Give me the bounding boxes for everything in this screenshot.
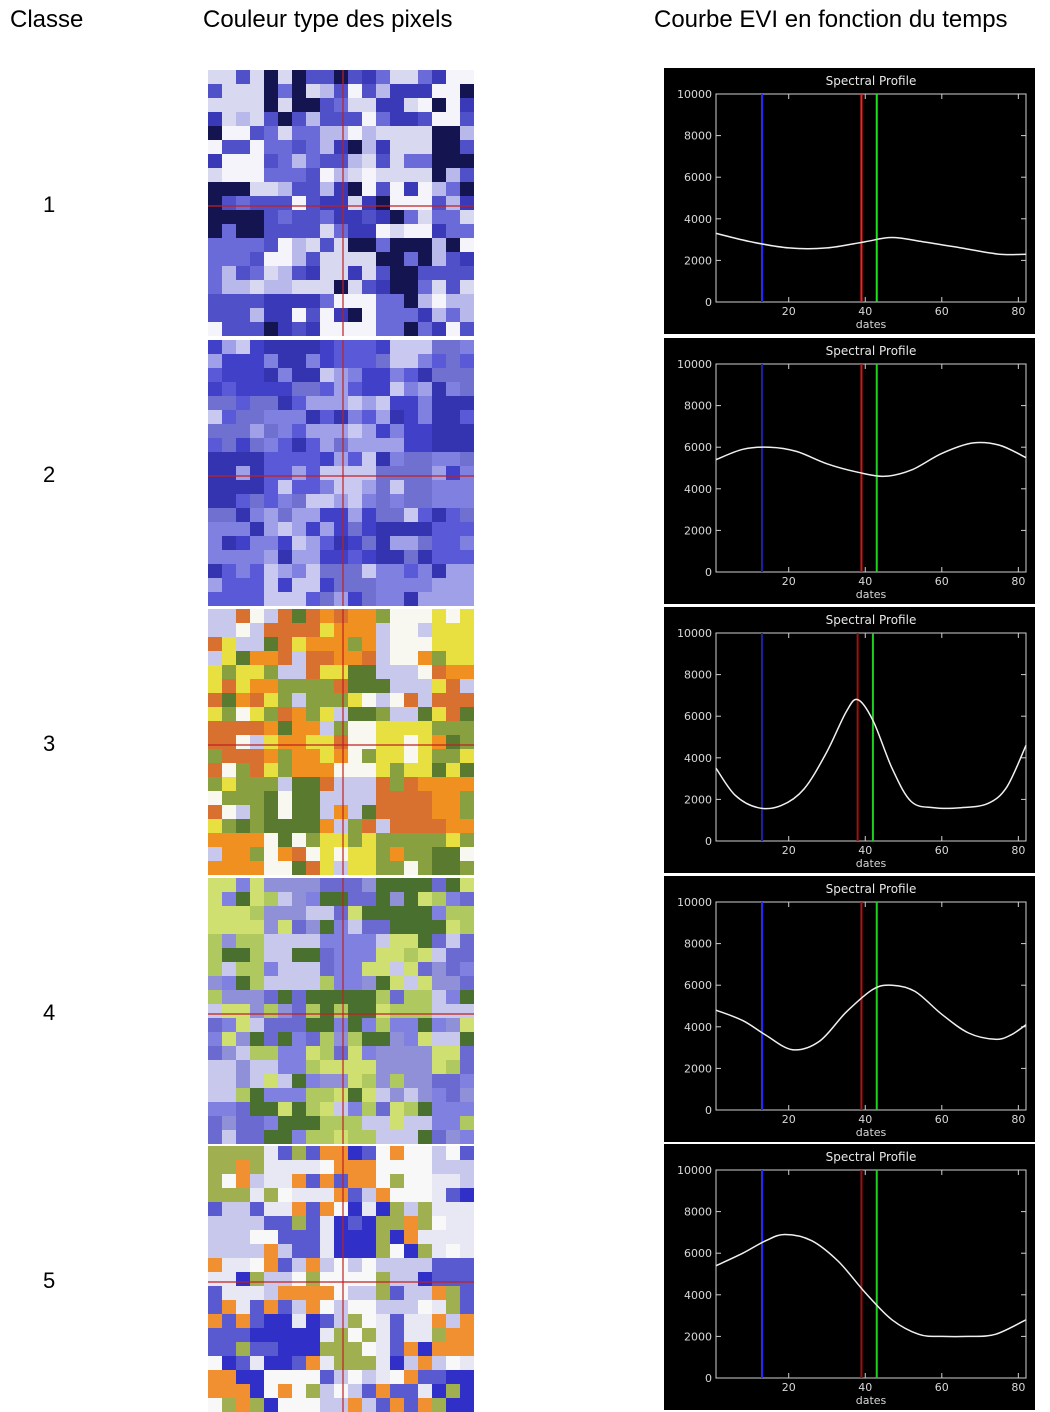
y-tick-label: 10000 [677,1164,712,1177]
chart-title: Spectral Profile [826,1150,917,1164]
x-tick-label: 60 [935,305,949,318]
pixel-color-sample [208,878,474,1144]
y-tick-label: 2000 [684,793,712,806]
chart-title: Spectral Profile [826,344,917,358]
y-tick-label: 8000 [684,1206,712,1219]
pixel-mosaic [208,878,474,1144]
plot-frame [715,93,1027,303]
y-tick-label: 2000 [684,254,712,267]
pixel-color-sample [208,609,474,875]
y-tick-label: 10000 [677,627,712,640]
header-couleur: Couleur type des pixels [203,6,453,33]
y-tick-label: 2000 [684,1330,712,1343]
y-tick-label: 4000 [684,752,712,765]
y-tick-label: 0 [705,296,712,309]
y-tick-label: 8000 [684,938,712,951]
y-tick-label: 8000 [684,669,712,682]
chart-svg: Spectral Profile 0 2000 4000 6000 8000 10000 20… [677,613,1027,870]
x-tick-label: 20 [782,1113,796,1126]
class-label: 2 [43,462,56,487]
evi-chart: Spectral Profile 0 2000 4000 6000 8000 10000 20… [664,607,1035,873]
y-tick-label: 4000 [684,1289,712,1302]
y-tick-label: 0 [705,1104,712,1117]
x-tick-label: 80 [1011,575,1025,588]
evi-chart: Spectral Profile 0 2000 4000 6000 8000 10000 20… [664,68,1035,334]
chart-svg: Spectral Profile 0 2000 4000 6000 8000 10000 20… [677,344,1027,601]
chart-svg: Spectral Profile 0 2000 4000 6000 8000 10000 20… [677,882,1027,1139]
y-tick-label: 6000 [684,441,712,454]
x-axis-label: dates [856,1394,887,1407]
x-tick-label: 40 [858,844,872,857]
evi-chart: Spectral Profile 0 2000 4000 6000 8000 10000 20… [664,1144,1035,1410]
x-tick-label: 20 [782,1381,796,1394]
class-label: 4 [43,1000,56,1025]
plot-frame [715,363,1027,573]
y-tick-label: 2000 [684,1062,712,1075]
chart-svg: Spectral Profile 0 2000 4000 6000 8000 10000 20… [677,74,1027,331]
x-tick-label: 40 [858,1381,872,1394]
evi-chart: Spectral Profile 0 2000 4000 6000 8000 10000 20… [664,876,1035,1142]
pixel-mosaic [208,1146,474,1412]
x-tick-label: 40 [858,305,872,318]
x-tick-label: 20 [782,844,796,857]
x-tick-label: 20 [782,575,796,588]
plot-frame [715,1169,1027,1379]
x-tick-label: 20 [782,305,796,318]
x-tick-label: 80 [1011,305,1025,318]
y-tick-label: 4000 [684,213,712,226]
y-tick-label: 10000 [677,896,712,909]
x-axis-label: dates [856,1126,887,1139]
y-tick-label: 2000 [684,524,712,537]
header-courbe: Courbe EVI en fonction du temps [654,6,1008,33]
x-tick-label: 60 [935,844,949,857]
pixel-color-sample [208,70,474,336]
y-tick-label: 4000 [684,1021,712,1034]
y-tick-label: 6000 [684,710,712,723]
x-axis-label: dates [856,857,887,870]
x-axis-label: dates [856,318,887,331]
x-tick-label: 80 [1011,844,1025,857]
x-tick-label: 40 [858,1113,872,1126]
header-classe: Classe [10,6,84,33]
x-axis-label: dates [856,588,887,601]
x-tick-label: 60 [935,1381,949,1394]
y-tick-label: 0 [705,566,712,579]
evi-chart: Spectral Profile 0 2000 4000 6000 8000 10000 20… [664,338,1035,604]
evi-series-line [715,1233,1027,1338]
y-tick-label: 6000 [684,1247,712,1260]
evi-series-line [715,441,1027,478]
class-label: 5 [43,1268,56,1293]
y-tick-label: 8000 [684,130,712,143]
plot-frame [715,632,1027,842]
chart-svg: Spectral Profile 0 2000 4000 6000 8000 10000 20… [677,1150,1027,1407]
y-tick-label: 10000 [677,88,712,101]
y-tick-label: 6000 [684,171,712,184]
evi-series-line [715,698,1027,810]
class-label: 1 [43,192,56,217]
y-tick-label: 0 [705,835,712,848]
pixel-mosaic [208,70,474,336]
pixel-mosaic [208,609,474,875]
y-tick-label: 8000 [684,400,712,413]
x-tick-label: 80 [1011,1381,1025,1394]
pixel-mosaic [208,340,474,606]
y-tick-label: 0 [705,1372,712,1385]
evi-series-line [715,232,1027,256]
chart-title: Spectral Profile [826,613,917,627]
plot-frame [715,901,1027,1111]
evi-series-line [715,984,1027,1051]
x-tick-label: 80 [1011,1113,1025,1126]
chart-title: Spectral Profile [826,74,917,88]
chart-title: Spectral Profile [826,882,917,896]
x-tick-label: 60 [935,575,949,588]
pixel-color-sample [208,1146,474,1412]
x-tick-label: 60 [935,1113,949,1126]
y-tick-label: 4000 [684,483,712,496]
y-tick-label: 6000 [684,979,712,992]
y-tick-label: 10000 [677,358,712,371]
pixel-color-sample [208,340,474,606]
class-label: 3 [43,731,56,756]
x-tick-label: 40 [858,575,872,588]
